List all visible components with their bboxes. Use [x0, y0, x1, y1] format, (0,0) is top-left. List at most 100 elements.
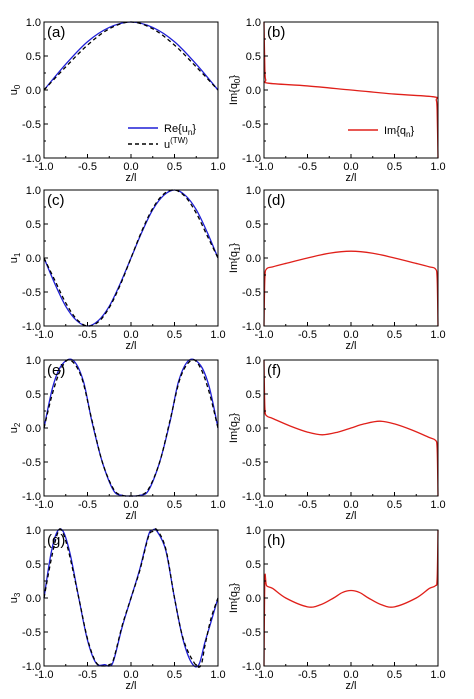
panel-label-f: (f) — [267, 362, 281, 379]
panel-label-d: (d) — [267, 192, 285, 209]
y-tick-label-a-3: 0.5 — [26, 51, 41, 63]
y-tick-label-d-2: 0.0 — [246, 253, 261, 265]
y-tick-label-a-2: 0.0 — [26, 85, 41, 97]
x-tick-label-c-2: 0.0 — [123, 329, 138, 341]
series-line-a-1 — [43, 21, 219, 91]
y-axis-label-f: Im{q2} — [228, 413, 242, 443]
y-tick-label-g-3: 0.5 — [26, 559, 41, 571]
y-axis-label-g: u3 — [8, 592, 22, 603]
y-tick-label-h-4: 1.0 — [246, 525, 261, 537]
panel-c: -1.0 -0.5 0.0 0.5 1.0 -1.0 -0.5 0.0 0.5 1.0 z/l u1 (… — [8, 185, 226, 352]
x-tick-label-h-3: 0.5 — [387, 669, 402, 681]
x-tick-label-b-3: 0.5 — [387, 161, 402, 173]
x-tick-label-a-4: 1.0 — [210, 161, 225, 173]
x-axis-label-d: z/l — [346, 340, 357, 352]
plot-frame-h — [263, 529, 439, 667]
x-tick-label-b-4: 1.0 — [430, 161, 445, 173]
y-tick-label-f-3: 0.5 — [246, 389, 261, 401]
x-tick-label-a-0: -1.0 — [35, 161, 54, 173]
panel-label-e: (e) — [47, 362, 65, 379]
plot-frame-a — [43, 21, 219, 159]
y-tick-label-e-3: 0.5 — [26, 389, 41, 401]
y-tick-label-d-1: -0.5 — [242, 287, 261, 299]
x-axis-label-c: z/l — [126, 340, 137, 352]
x-tick-label-f-3: 0.5 — [387, 499, 402, 511]
x-tick-label-g-2: 0.0 — [123, 669, 138, 681]
y-tick-label-f-1: -0.5 — [242, 457, 261, 469]
series-line-d-0 — [263, 250, 439, 327]
panel-e: -1.0 -0.5 0.0 0.5 1.0 -1.0 -0.5 0.0 0.5 1.0 z/l u2 (… — [8, 355, 226, 522]
y-axis-label-b: Im{q0} — [228, 75, 242, 105]
y-tick-label-g-1: -0.5 — [22, 627, 41, 639]
y-tick-label-c-0: -1.0 — [22, 321, 41, 333]
x-tick-label-b-0: -1.0 — [255, 161, 274, 173]
x-tick-label-b-1: -0.5 — [298, 161, 317, 173]
x-tick-label-a-2: 0.0 — [123, 161, 138, 173]
y-tick-label-b-2: 0.0 — [246, 85, 261, 97]
x-axis-label-a: z/l — [126, 172, 137, 184]
y-axis-label-d: Im{q1} — [228, 243, 242, 273]
y-tick-label-a-0: -1.0 — [22, 153, 41, 165]
y-tick-label-e-4: 1.0 — [26, 355, 41, 367]
y-axis-label-h: Im{q3} — [228, 583, 242, 613]
y-tick-label-b-4: 1.0 — [246, 17, 261, 29]
series-line-e-1 — [43, 359, 219, 497]
series-line-g-1 — [43, 528, 219, 668]
plot-frame-d — [263, 189, 439, 327]
y-tick-label-c-3: 0.5 — [26, 219, 41, 231]
y-tick-label-h-3: 0.5 — [246, 559, 261, 571]
y-tick-label-e-1: -0.5 — [22, 457, 41, 469]
x-tick-label-f-1: -0.5 — [298, 499, 317, 511]
y-tick-label-c-2: 0.0 — [26, 253, 41, 265]
x-axis-label-f: z/l — [346, 510, 357, 522]
x-tick-label-c-0: -1.0 — [35, 329, 54, 341]
y-tick-label-h-0: -1.0 — [242, 661, 261, 673]
series-line-e-0 — [43, 358, 219, 497]
panel-g: -1.0 -0.5 0.0 0.5 1.0 -1.0 -0.5 0.0 0.5 1.0 z/l u3 (… — [8, 525, 226, 692]
x-tick-label-g-0: -1.0 — [35, 669, 54, 681]
y-tick-label-d-0: -1.0 — [242, 321, 261, 333]
y-tick-label-g-2: 0.0 — [26, 593, 41, 605]
y-tick-label-g-4: 1.0 — [26, 525, 41, 537]
y-tick-label-e-2: 0.0 — [26, 423, 41, 435]
panel-label-g: (g) — [47, 532, 65, 549]
y-axis-label-e: u2 — [8, 422, 22, 433]
x-tick-label-f-2: 0.0 — [343, 499, 358, 511]
x-tick-label-h-2: 0.0 — [343, 669, 358, 681]
legend-a: Re{un}u(TW) — [128, 123, 196, 151]
x-tick-label-d-2: 0.0 — [343, 329, 358, 341]
y-tick-label-f-2: 0.0 — [246, 423, 261, 435]
y-axis-label-c: u1 — [8, 252, 22, 263]
x-tick-label-h-1: -0.5 — [298, 669, 317, 681]
y-tick-label-c-4: 1.0 — [26, 185, 41, 197]
x-tick-label-c-3: 0.5 — [167, 329, 182, 341]
x-tick-label-c-1: -0.5 — [78, 329, 97, 341]
y-tick-label-b-3: 0.5 — [246, 51, 261, 63]
x-tick-label-f-0: -1.0 — [255, 499, 274, 511]
x-tick-label-a-1: -0.5 — [78, 161, 97, 173]
y-tick-label-c-1: -0.5 — [22, 287, 41, 299]
series-line-f-0 — [263, 359, 439, 497]
y-tick-label-b-1: -0.5 — [242, 119, 261, 131]
x-tick-label-d-4: 1.0 — [430, 329, 445, 341]
legend-b: Im{qn} — [348, 125, 414, 139]
x-tick-label-h-4: 1.0 — [430, 669, 445, 681]
x-tick-label-d-3: 0.5 — [387, 329, 402, 341]
x-tick-label-g-4: 1.0 — [210, 669, 225, 681]
x-tick-label-h-0: -1.0 — [255, 669, 274, 681]
x-tick-label-c-4: 1.0 — [210, 329, 225, 341]
x-tick-label-e-3: 0.5 — [167, 499, 182, 511]
y-tick-label-d-3: 0.5 — [246, 219, 261, 231]
x-tick-label-f-4: 1.0 — [430, 499, 445, 511]
plot-frame-e — [43, 359, 219, 497]
legend-label-a-1: u(TW) — [164, 136, 188, 151]
panel-h: -1.0 -0.5 0.0 0.5 1.0 -1.0 -0.5 0.0 0.5 1.0 z/l Im{… — [228, 525, 446, 692]
legend-label-a-0: Re{un} — [164, 123, 196, 137]
panel-label-b: (b) — [267, 24, 285, 41]
panel-label-a: (a) — [47, 24, 65, 41]
y-tick-label-f-4: 1.0 — [246, 355, 261, 367]
legend-label-b-0: Im{qn} — [384, 125, 414, 139]
x-tick-label-e-1: -0.5 — [78, 499, 97, 511]
panel-f: -1.0 -0.5 0.0 0.5 1.0 -1.0 -0.5 0.0 0.5 1.0 z/l Im{… — [228, 355, 446, 522]
